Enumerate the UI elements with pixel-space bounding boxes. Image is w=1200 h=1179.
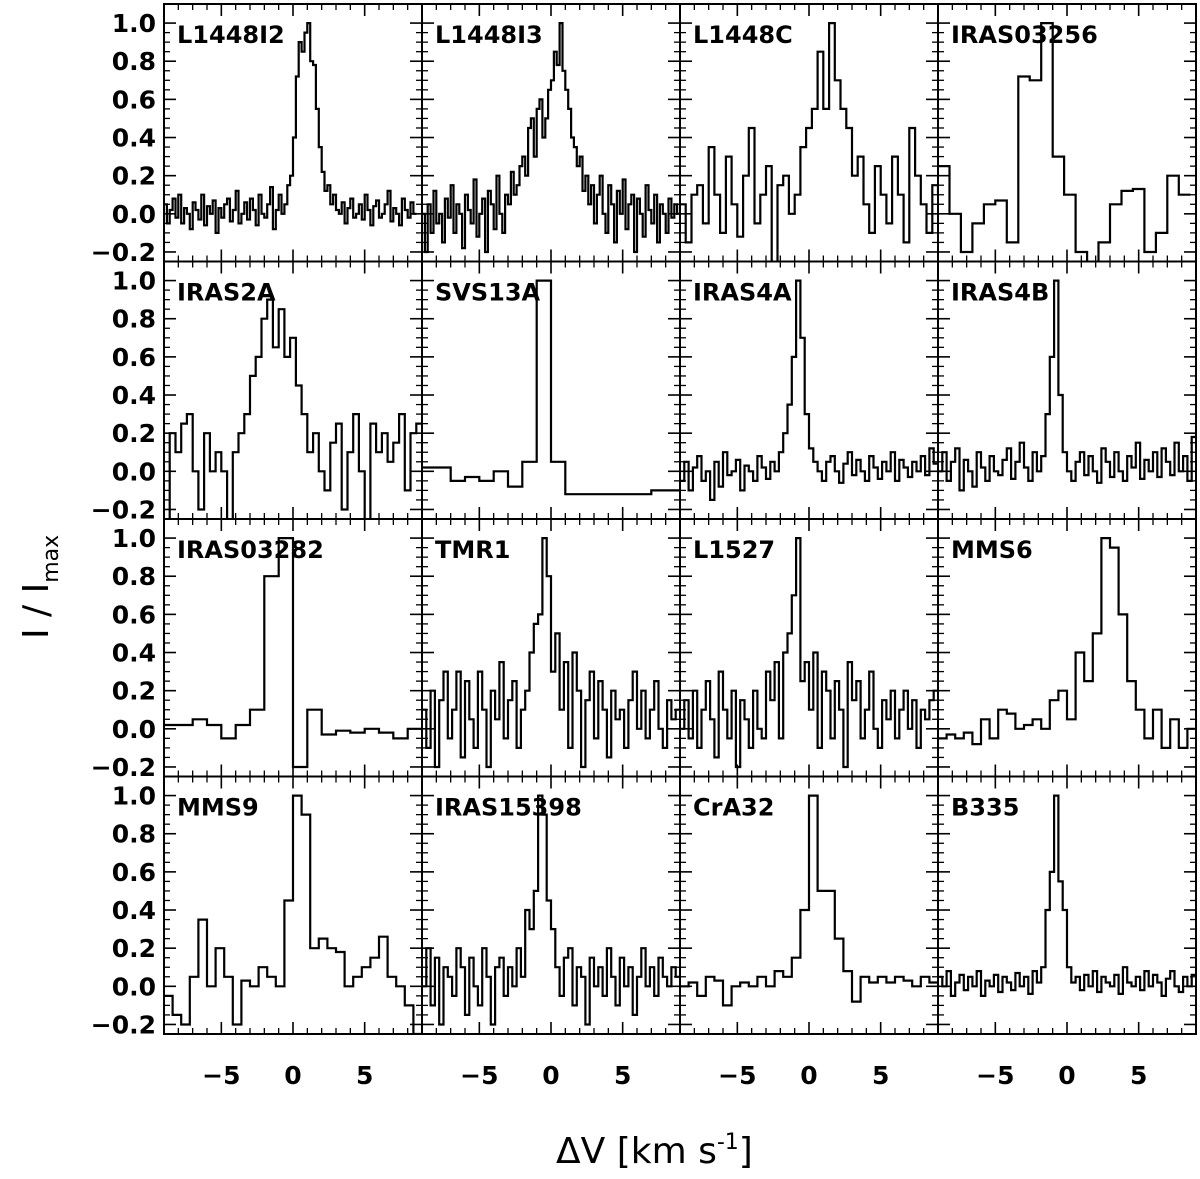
- spectrum-line-iras4a: [680, 279, 938, 501]
- panel-cra32: CrA32: [679, 775, 939, 1035]
- x-tick-label: −5: [718, 1061, 756, 1090]
- x-axis-title: ΔV [km s-1]: [556, 1130, 753, 1172]
- source-label: CrA32: [693, 794, 774, 822]
- panel-mms6: MMS6: [937, 518, 1197, 778]
- x-tick-label: 0: [542, 1061, 559, 1090]
- spectrum-line-mms6: [938, 537, 1196, 749]
- spectrum-line-l1527: [680, 537, 938, 769]
- y-tick-label: 0.6: [112, 85, 156, 114]
- x-tick-label: 0: [1058, 1061, 1075, 1090]
- x-tick-label: 5: [356, 1061, 373, 1090]
- panel-iras15398: IRAS15398: [421, 775, 681, 1035]
- spectrum-line-tmr1: [422, 537, 680, 769]
- spectrum-line-iras4b: [938, 279, 1196, 492]
- spectrum-line-iras03256: [938, 22, 1191, 262]
- panel-grid: L1448I2 L1448I3 L1448C IRAS03256 IRAS2A SVS13…: [163, 3, 1197, 1035]
- source-label: IRAS03256: [951, 21, 1098, 49]
- panel-l1448i3: L1448I3: [421, 3, 681, 263]
- y-tick-label: 0.8: [112, 820, 156, 849]
- y-tick-label: 0.2: [112, 419, 156, 448]
- y-tick-label: 0.8: [112, 305, 156, 334]
- y-tick-label: 0.8: [112, 562, 156, 591]
- spectrum-line-iras15398: [422, 794, 680, 1026]
- y-tick-label: −0.2: [91, 753, 156, 782]
- y-tick-label: 0.2: [112, 162, 156, 191]
- source-label: L1448I2: [177, 21, 285, 49]
- panel-frame: [937, 775, 1197, 1035]
- spectrum-line-iras03282: [164, 537, 422, 769]
- spectrum-line-b335: [938, 794, 1196, 997]
- y-tick-label: 0.4: [112, 896, 156, 925]
- source-label: L1448I3: [435, 21, 543, 49]
- source-label: IRAS03282: [177, 536, 324, 564]
- x-tick-label: −5: [202, 1061, 240, 1090]
- y-tick-label: 0.0: [112, 715, 156, 744]
- panel-iras03256: IRAS03256: [937, 3, 1197, 263]
- y-tick-label: 0.6: [112, 343, 156, 372]
- source-label: IRAS4B: [951, 279, 1049, 307]
- spectrum-line-l1448c: [680, 22, 938, 262]
- source-label: SVS13A: [435, 279, 541, 307]
- y-tick-label: 1.0: [112, 267, 156, 296]
- x-tick-label: 5: [614, 1061, 631, 1090]
- y-tick-label: 0.6: [112, 858, 156, 887]
- panel-l1527: L1527: [679, 518, 939, 778]
- x-tick-label: 5: [872, 1061, 889, 1090]
- spectrum-line-l1448i3: [422, 22, 680, 254]
- y-tick-label: 1.0: [112, 782, 156, 811]
- source-label: MMS9: [177, 794, 259, 822]
- y-tick-labels: −0.20.00.20.40.60.81.0−0.20.00.20.40.60.…: [91, 9, 156, 1039]
- y-tick-label: 0.0: [112, 200, 156, 229]
- panel-iras03282: IRAS03282: [163, 518, 423, 778]
- y-axis-title-subscript: max: [39, 535, 64, 583]
- spectrum-line-mms9: [164, 794, 422, 1034]
- y-tick-label: −0.2: [91, 1010, 156, 1039]
- x-tick-label: 5: [1130, 1061, 1147, 1090]
- y-tick-label: 0.6: [112, 600, 156, 629]
- x-tick-label: 0: [800, 1061, 817, 1090]
- y-axis-title-group: I / Imax: [16, 535, 64, 639]
- panel-iras2a: IRAS2A: [163, 260, 423, 520]
- spectrum-line-cra32: [680, 794, 938, 1007]
- x-tick-label: −5: [976, 1061, 1014, 1090]
- panel-b335: B335: [937, 775, 1197, 1035]
- y-tick-label: 0.0: [112, 972, 156, 1001]
- y-tick-label: 1.0: [112, 524, 156, 553]
- x-tick-label: −5: [460, 1061, 498, 1090]
- source-label: L1527: [693, 536, 775, 564]
- spectrum-line-svs13a: [422, 279, 680, 496]
- y-tick-label: 1.0: [112, 9, 156, 38]
- y-axis-title: I / Imax: [16, 535, 64, 639]
- panel-iras4a: IRAS4A: [679, 260, 939, 520]
- y-tick-label: 0.2: [112, 934, 156, 963]
- y-tick-label: −0.2: [91, 238, 156, 267]
- source-label: TMR1: [435, 536, 510, 564]
- panel-tmr1: TMR1: [421, 518, 681, 778]
- source-label: B335: [951, 794, 1019, 822]
- y-tick-label: −0.2: [91, 495, 156, 524]
- y-tick-label: 0.4: [112, 124, 156, 153]
- y-tick-label: 0.4: [112, 381, 156, 410]
- panel-mms9: MMS9: [163, 775, 423, 1035]
- y-tick-label: 0.0: [112, 457, 156, 486]
- source-label: IRAS2A: [177, 279, 276, 307]
- spectrum-line-iras2a: [168, 298, 422, 519]
- panel-iras4b: IRAS4B: [937, 260, 1197, 520]
- source-label: IRAS4A: [693, 279, 792, 307]
- source-label: IRAS15398: [435, 794, 582, 822]
- x-tick-labels: −5 0 5 −5 0 5 −5 0 5 −5 0 5: [202, 1061, 1147, 1090]
- y-tick-label: 0.8: [112, 47, 156, 76]
- x-axis-title-exponent: -1: [717, 1130, 739, 1155]
- panel-l1448c: L1448C: [679, 3, 939, 263]
- x-tick-label: 0: [284, 1061, 301, 1090]
- spectrum-line-l1448i2: [164, 22, 417, 234]
- source-label: L1448C: [693, 21, 793, 49]
- panel-l1448i2: L1448I2: [163, 3, 423, 263]
- y-tick-label: 0.4: [112, 639, 156, 668]
- panel-svs13a: SVS13A: [421, 260, 681, 520]
- y-tick-label: 0.2: [112, 677, 156, 706]
- source-label: MMS6: [951, 536, 1033, 564]
